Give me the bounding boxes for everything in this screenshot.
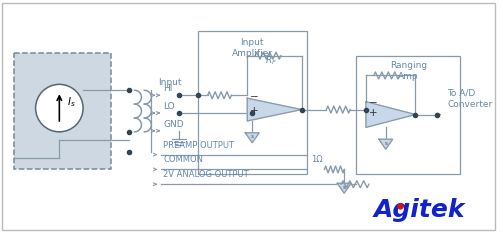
FancyBboxPatch shape xyxy=(14,53,111,169)
FancyBboxPatch shape xyxy=(2,3,493,230)
Text: PREAMP OUTPUT: PREAMP OUTPUT xyxy=(163,141,234,150)
Circle shape xyxy=(36,84,83,132)
Text: To A/D
Converter: To A/D Converter xyxy=(446,89,491,109)
Text: GND: GND xyxy=(163,120,183,129)
Text: 1Ω: 1Ω xyxy=(311,154,323,164)
FancyBboxPatch shape xyxy=(197,31,306,174)
Text: −: − xyxy=(368,98,377,108)
Polygon shape xyxy=(337,183,350,193)
Polygon shape xyxy=(365,102,414,127)
Text: s: s xyxy=(383,141,386,146)
Polygon shape xyxy=(245,133,259,143)
Polygon shape xyxy=(247,98,301,121)
Text: $R_F$: $R_F$ xyxy=(265,55,277,67)
Text: s: s xyxy=(342,185,345,190)
Text: +: + xyxy=(368,107,377,117)
Text: HI: HI xyxy=(163,84,172,93)
Text: 2V ANALOG OUTPUT: 2V ANALOG OUTPUT xyxy=(163,170,248,179)
Text: Ranging
Amp: Ranging Amp xyxy=(389,61,426,81)
Text: Agitek: Agitek xyxy=(373,198,464,222)
Text: s: s xyxy=(250,134,253,139)
FancyBboxPatch shape xyxy=(355,56,459,174)
Text: $I_s$: $I_s$ xyxy=(67,95,76,109)
Text: +: + xyxy=(249,106,259,116)
Text: LO: LO xyxy=(163,102,174,111)
Text: −: − xyxy=(249,92,259,102)
Text: Input
Amplifier: Input Amplifier xyxy=(231,38,272,58)
Polygon shape xyxy=(378,139,392,149)
Text: Input: Input xyxy=(158,78,181,87)
Text: COMMON: COMMON xyxy=(163,155,203,164)
